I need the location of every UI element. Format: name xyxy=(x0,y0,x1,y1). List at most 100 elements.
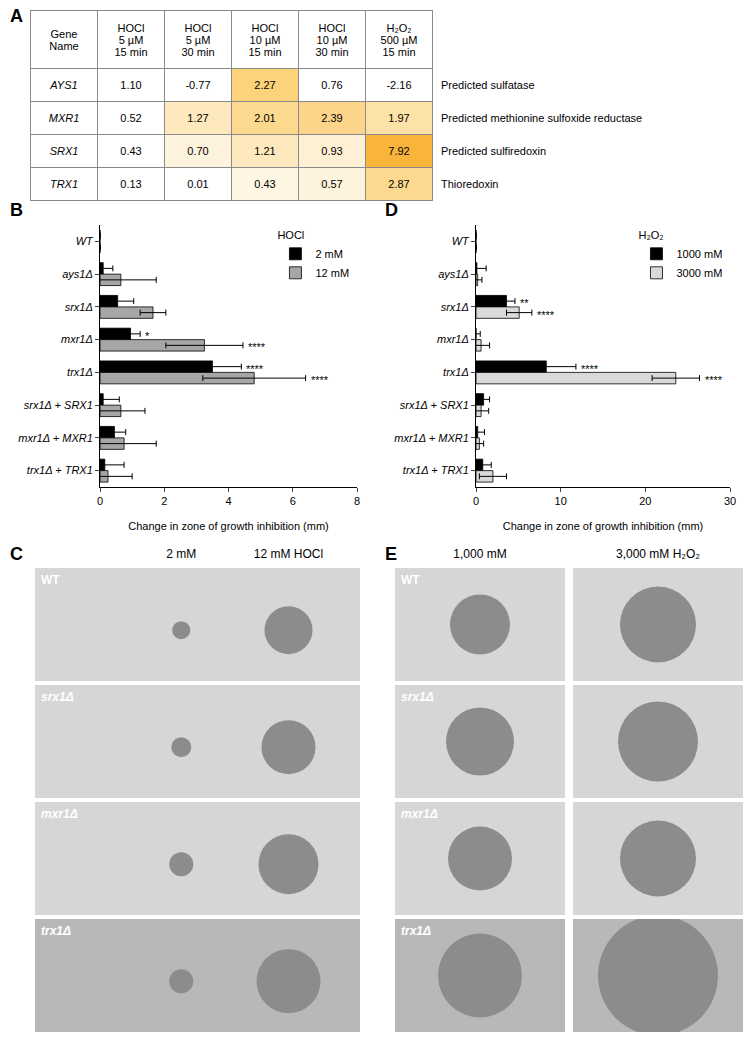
html-text:2.39: 2.39 xyxy=(321,112,343,124)
html-text:1.21: 1.21 xyxy=(254,145,276,157)
html-text:500 µM: 500 µM xyxy=(380,33,418,46)
svg-text:****: **** xyxy=(705,374,723,386)
html-text:Name: Name xyxy=(49,39,79,52)
svg-text:8: 8 xyxy=(354,495,360,507)
svg-text:0: 0 xyxy=(473,495,479,507)
svg-text:mxr1Δ + MXR1: mxr1Δ + MXR1 xyxy=(394,432,469,444)
html-text:-0.77: -0.77 xyxy=(185,79,211,91)
svg-text:trx1Δ: trx1Δ xyxy=(41,924,71,938)
svg-text:2 mM: 2 mM xyxy=(166,547,196,561)
html-text:0.76: 0.76 xyxy=(321,79,343,91)
svg-text:mxr1Δ: mxr1Δ xyxy=(437,333,469,345)
svg-text:12 mM: 12 mM xyxy=(315,267,349,279)
html-text:AYS1: AYS1 xyxy=(50,79,78,91)
html-text:5 µM: 5 µM xyxy=(118,33,144,46)
html-text:0.52: 0.52 xyxy=(120,112,142,124)
svg-text:3,000 mM H₂O₂: 3,000 mM H₂O₂ xyxy=(616,547,700,561)
svg-text:trx1Δ: trx1Δ xyxy=(67,366,93,378)
svg-text:srx1Δ: srx1Δ xyxy=(41,690,74,704)
svg-text:srx1Δ: srx1Δ xyxy=(401,690,434,704)
html-text:15 min: 15 min xyxy=(382,45,416,58)
svg-text:30: 30 xyxy=(724,495,736,507)
svg-text:WT: WT xyxy=(41,573,60,587)
svg-text:H₂O₂: H₂O₂ xyxy=(638,229,663,241)
svg-text:trx1Δ + TRX1: trx1Δ + TRX1 xyxy=(27,464,93,476)
svg-text:****: **** xyxy=(246,363,264,375)
svg-text:****: **** xyxy=(311,374,329,386)
svg-text:2 mM: 2 mM xyxy=(315,248,343,260)
html-text:5 µM: 5 µM xyxy=(185,33,211,46)
svg-text:3000 mM: 3000 mM xyxy=(676,267,722,279)
svg-text:10: 10 xyxy=(555,495,567,507)
svg-text:*: * xyxy=(145,330,150,342)
html-text:10 µM: 10 µM xyxy=(316,33,348,46)
html-text:Gene: Gene xyxy=(50,27,78,40)
svg-text:0: 0 xyxy=(97,495,103,507)
html-text:0.13: 0.13 xyxy=(120,178,142,190)
svg-text:****: **** xyxy=(248,341,266,353)
html-text:-2.16: -2.16 xyxy=(386,79,412,91)
html-text:1.27: 1.27 xyxy=(187,112,209,124)
svg-text:HOCl: HOCl xyxy=(277,229,304,241)
html-text:TRX1: TRX1 xyxy=(49,178,79,190)
html-text:D: D xyxy=(385,200,398,220)
svg-text:srx1Δ + SRX1: srx1Δ + SRX1 xyxy=(400,399,469,411)
svg-text:trx1Δ + TRX1: trx1Δ + TRX1 xyxy=(403,464,469,476)
html-text:0.43: 0.43 xyxy=(120,145,142,157)
svg-text:WT: WT xyxy=(401,573,420,587)
html-text:SRX1: SRX1 xyxy=(49,145,79,157)
html-text:1.10: 1.10 xyxy=(120,79,142,91)
svg-text:6: 6 xyxy=(290,495,296,507)
svg-text:mxr1Δ: mxr1Δ xyxy=(401,807,438,821)
svg-text:1,000 mM: 1,000 mM xyxy=(453,547,506,561)
svg-text:4: 4 xyxy=(225,495,231,507)
html-text:H₂O₂: H₂O₂ xyxy=(386,21,412,34)
html-text:Predicted methionine sulfoxide: Predicted methionine sulfoxide reductase xyxy=(441,112,643,124)
html-text:0.43: 0.43 xyxy=(254,178,276,190)
svg-text:Change in zone of growth inhib: Change in zone of growth inhibition (mm) xyxy=(128,520,329,532)
html-text:0.01: 0.01 xyxy=(187,178,209,190)
svg-text:E: E xyxy=(385,544,397,564)
svg-text:12 mM HOCl: 12 mM HOCl xyxy=(254,547,323,561)
html-text:10 µM: 10 µM xyxy=(249,33,281,46)
svg-text:**: ** xyxy=(520,297,529,309)
svg-text:ays1Δ: ays1Δ xyxy=(438,268,469,280)
html-text:30 min: 30 min xyxy=(315,45,349,58)
html-text:2.01: 2.01 xyxy=(254,112,276,124)
html-text:MXR1: MXR1 xyxy=(48,112,80,124)
svg-text:WT: WT xyxy=(76,235,94,247)
svg-text:ays1Δ: ays1Δ xyxy=(62,268,93,280)
svg-text:trx1Δ: trx1Δ xyxy=(401,924,431,938)
html-text:HOCl: HOCl xyxy=(318,21,346,34)
html-text:1.97: 1.97 xyxy=(388,112,410,124)
svg-text:mxr1Δ + MXR1: mxr1Δ + MXR1 xyxy=(18,432,93,444)
svg-text:mxr1Δ: mxr1Δ xyxy=(41,807,78,821)
html-text:Predicted sulfatase: Predicted sulfatase xyxy=(441,79,535,91)
svg-text:srx1Δ + SRX1: srx1Δ + SRX1 xyxy=(24,399,93,411)
svg-text:mxr1Δ: mxr1Δ xyxy=(61,333,93,345)
html-text:0.70: 0.70 xyxy=(187,145,209,157)
svg-text:srx1Δ: srx1Δ xyxy=(441,301,469,313)
svg-text:****: **** xyxy=(537,309,555,321)
html-text:HOCl: HOCl xyxy=(184,21,212,34)
html-text:A: A xyxy=(10,6,23,26)
html-text:Predicted sulfiredoxin: Predicted sulfiredoxin xyxy=(441,145,547,157)
svg-text:Change in zone of growth inhib: Change in zone of growth inhibition (mm) xyxy=(503,520,704,532)
html-text:15 min: 15 min xyxy=(248,45,282,58)
html-text:2.27: 2.27 xyxy=(254,79,276,91)
svg-text:****: **** xyxy=(581,363,599,375)
html-text:B: B xyxy=(10,200,23,220)
html-text:15 min: 15 min xyxy=(114,45,148,58)
svg-text:20: 20 xyxy=(639,495,651,507)
html-text:HOCl: HOCl xyxy=(251,21,279,34)
svg-text:srx1Δ: srx1Δ xyxy=(65,301,93,313)
html-text:30 min: 30 min xyxy=(181,45,215,58)
svg-text:2: 2 xyxy=(161,495,167,507)
svg-text:1000 mM: 1000 mM xyxy=(676,248,722,260)
svg-text:WT: WT xyxy=(452,235,470,247)
svg-text:C: C xyxy=(10,544,23,564)
html-text:7.92: 7.92 xyxy=(388,145,410,157)
html-text:0.93: 0.93 xyxy=(321,145,343,157)
svg-text:trx1Δ: trx1Δ xyxy=(443,366,469,378)
html-text:HOCl: HOCl xyxy=(117,21,145,34)
